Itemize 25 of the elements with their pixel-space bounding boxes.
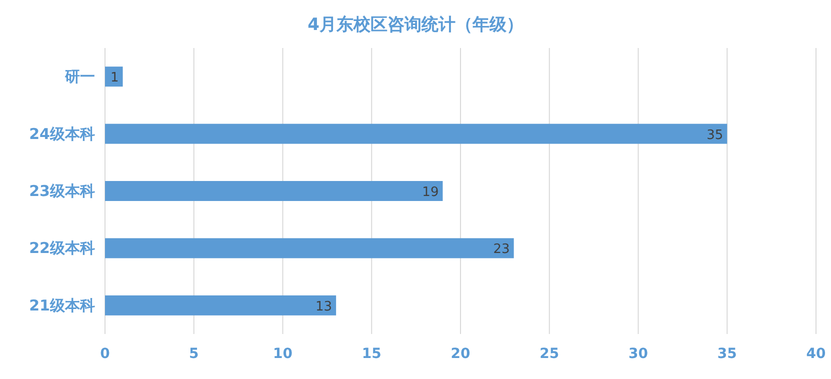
x-tick-label: 35 [717,346,737,362]
x-tick-label: 10 [273,346,293,362]
x-tick-label: 25 [540,346,560,362]
data-label: 19 [422,185,439,200]
y-tick-label: 22级本科 [29,239,95,258]
y-tick-label: 21级本科 [29,296,95,314]
bar [105,295,336,316]
data-label: 35 [706,128,724,143]
y-tick-label: 23级本科 [29,182,95,200]
y-tick-label: 24级本科 [29,124,95,143]
x-tick-label: 15 [362,346,382,362]
bar [105,66,123,87]
data-label: 13 [316,299,332,314]
x-tick-label: 40 [806,346,826,362]
chart-title: 4月东校区咨询统计（年级） [308,15,524,35]
x-tick-label: 0 [100,346,110,362]
y-tick-label: 研一 [64,68,95,86]
data-label: 23 [493,242,510,258]
bar [105,124,728,144]
data-label: 1 [110,70,119,86]
bar [105,238,514,258]
bar [105,181,443,201]
x-tick-label: 20 [450,346,470,362]
x-tick-label: 5 [189,346,199,362]
x-tick-label: 30 [628,346,648,362]
